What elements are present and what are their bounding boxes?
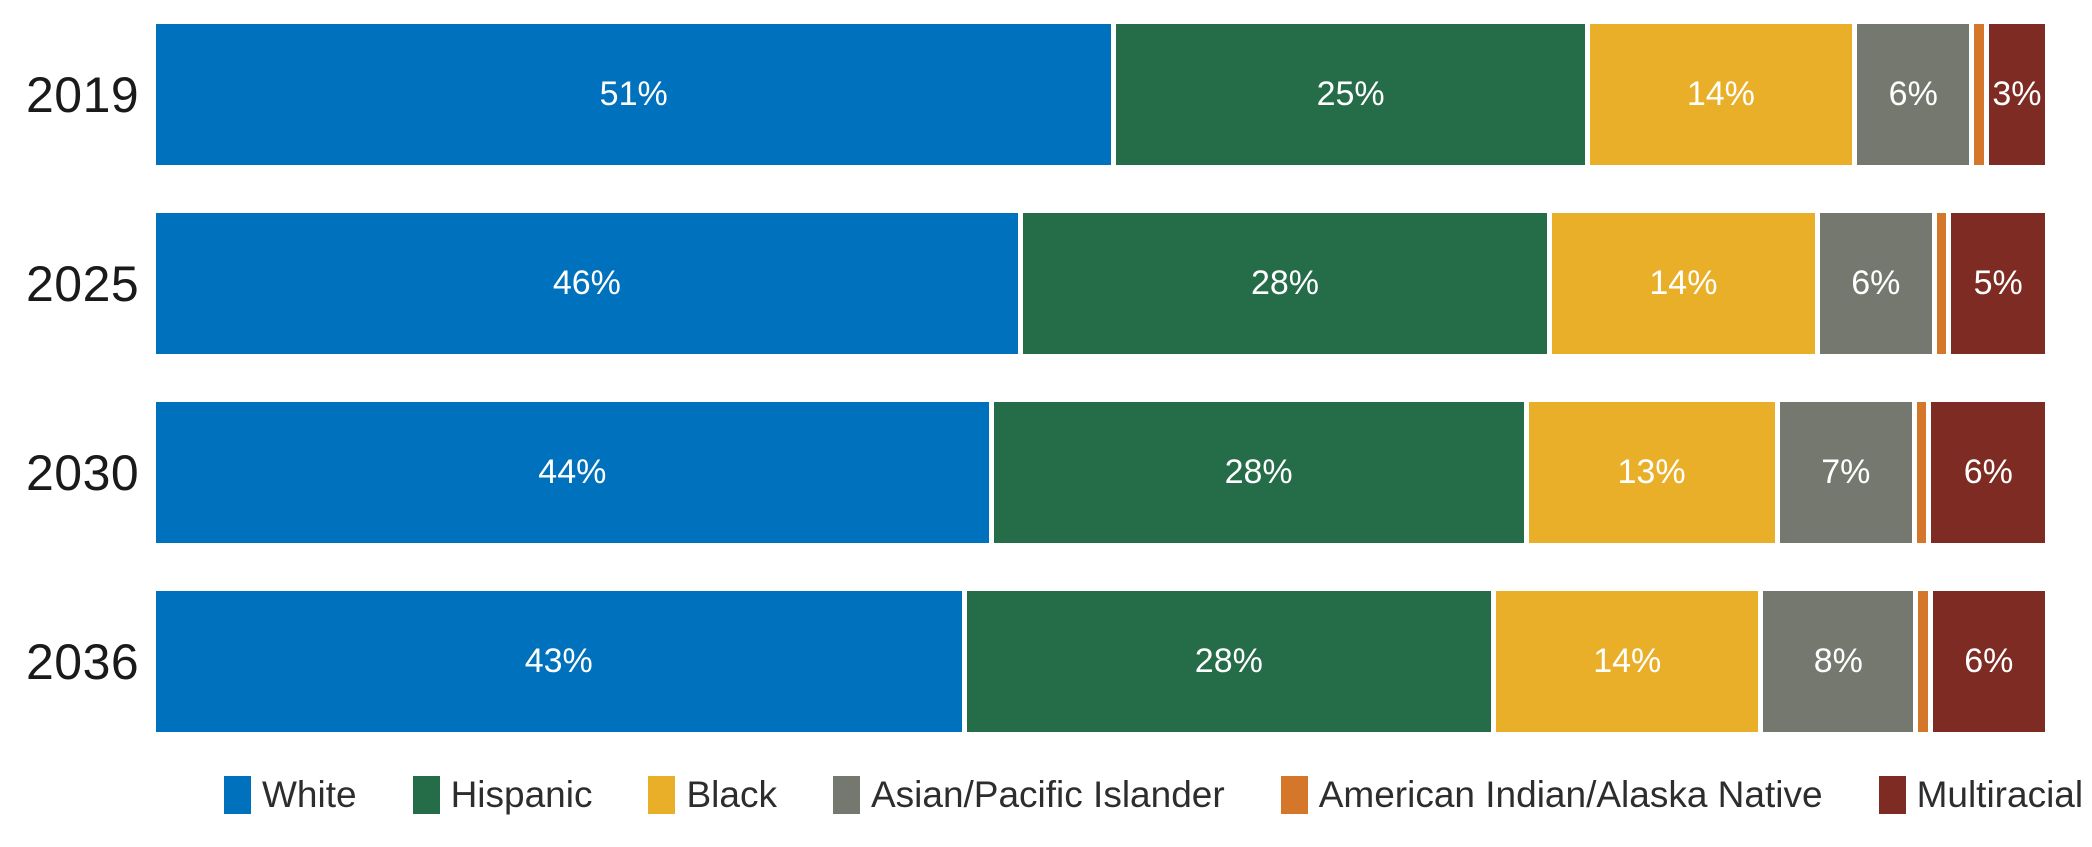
legend-swatch-white xyxy=(224,776,251,814)
bar-row-2030: 2030 44% 28% 13% 7% 6% xyxy=(0,402,2092,543)
segment-black: 14% xyxy=(1589,24,1853,165)
legend-swatch-american-indian-alaska-native xyxy=(1280,776,1308,814)
legend-label: Asian/Pacific Islander xyxy=(870,774,1225,815)
segment-american-indian-alaska-native xyxy=(1918,591,1928,732)
segment-hispanic: 28% xyxy=(966,591,1492,732)
legend-swatch-multiracial xyxy=(1878,776,1906,814)
segment-value-label: 8% xyxy=(1813,642,1863,680)
legend-swatch-black xyxy=(648,776,676,814)
legend-swatch-hispanic xyxy=(412,776,440,814)
segment-black: 14% xyxy=(1496,591,1759,732)
segment-white: 43% xyxy=(156,591,962,732)
segment-hispanic: 28% xyxy=(1022,213,1548,354)
segment-value-label: 28% xyxy=(1194,642,1263,680)
legend-item-white: White xyxy=(224,774,357,816)
segment-white: 51% xyxy=(156,24,1112,165)
category-label: 2019 xyxy=(26,66,140,123)
segment-value-label: 13% xyxy=(1617,453,1686,491)
segment-value-label: 25% xyxy=(1316,75,1385,113)
segment-value-label: 7% xyxy=(1821,453,1871,491)
segment-hispanic: 28% xyxy=(993,402,1524,543)
segment-white: 46% xyxy=(156,213,1018,354)
segment-multiracial: 6% xyxy=(1932,591,2045,732)
bar-track: 46% 28% 14% 6% 5% xyxy=(156,213,2045,354)
bar-row-2036: 2036 43% 28% 14% 8% 6% xyxy=(0,591,2092,732)
segment-american-indian-alaska-native xyxy=(1936,213,1947,354)
segment-american-indian-alaska-native xyxy=(1974,24,1984,165)
legend-item-multiracial: Multiracial xyxy=(1878,774,2084,816)
segment-multiracial: 6% xyxy=(1931,402,2046,543)
segment-value-label: 28% xyxy=(1250,264,1320,302)
legend-swatch-asian-pacific-islander xyxy=(832,776,860,814)
segment-value-label: 3% xyxy=(1992,75,2042,113)
legend-label: Black xyxy=(686,774,777,815)
segment-value-label: 46% xyxy=(552,264,621,302)
segment-asian-pacific-islander: 8% xyxy=(1763,591,1914,732)
segment-asian-pacific-islander: 6% xyxy=(1857,24,1970,165)
legend-label: American Indian/Alaska Native xyxy=(1318,774,1823,815)
bar-row-2025: 2025 46% 28% 14% 6% 5% xyxy=(0,213,2092,354)
segment-value-label: 14% xyxy=(1593,642,1662,680)
chart-legend: White Hispanic Black Asian/Pacific Islander… xyxy=(224,774,2092,816)
segment-black: 13% xyxy=(1528,402,1775,543)
legend-item-hispanic: Hispanic xyxy=(412,774,593,816)
segment-value-label: 14% xyxy=(1649,264,1718,302)
bar-track: 44% 28% 13% 7% 6% xyxy=(156,402,2046,543)
chart-rows: 2019 51% 25% 14% 6% 3% 2025 46% 28% 14% 6% 5% 2030 44… xyxy=(0,24,2092,732)
segment-asian-pacific-islander: 6% xyxy=(1819,213,1932,354)
segment-value-label: 14% xyxy=(1686,75,1755,113)
bar-track: 43% 28% 14% 8% 6% xyxy=(156,591,2045,732)
segment-black: 14% xyxy=(1552,213,1815,354)
segment-value-label: 51% xyxy=(599,75,668,113)
bar-track: 51% 25% 14% 6% 3% xyxy=(156,24,2045,165)
segment-hispanic: 25% xyxy=(1116,24,1585,165)
legend-item-black: Black xyxy=(648,774,777,816)
segment-value-label: 5% xyxy=(1973,264,2023,302)
segment-value-label: 44% xyxy=(538,453,607,491)
category-label: 2036 xyxy=(26,633,140,690)
segment-american-indian-alaska-native xyxy=(1917,402,1927,543)
segment-value-label: 6% xyxy=(1963,453,2013,491)
category-label: 2025 xyxy=(26,255,140,312)
segment-value-label: 43% xyxy=(524,642,593,680)
bar-row-2019: 2019 51% 25% 14% 6% 3% xyxy=(0,24,2092,165)
segment-value-label: 6% xyxy=(1888,75,1938,113)
legend-label: Multiracial xyxy=(1916,774,2084,815)
segment-multiracial: 3% xyxy=(1988,24,2045,165)
legend-label: White xyxy=(262,774,357,815)
segment-asian-pacific-islander: 7% xyxy=(1779,402,1913,543)
segment-value-label: 28% xyxy=(1224,453,1293,491)
segment-multiracial: 5% xyxy=(1951,213,2045,354)
category-label: 2030 xyxy=(26,444,140,501)
segment-value-label: 6% xyxy=(1964,642,2014,680)
legend-item-asian-pacific-islander: Asian/Pacific Islander xyxy=(832,774,1225,816)
legend-item-american-indian-alaska-native: American Indian/Alaska Native xyxy=(1280,774,1823,816)
segment-white: 44% xyxy=(156,402,989,543)
segment-value-label: 6% xyxy=(1851,264,1901,302)
legend-label: Hispanic xyxy=(450,774,593,815)
